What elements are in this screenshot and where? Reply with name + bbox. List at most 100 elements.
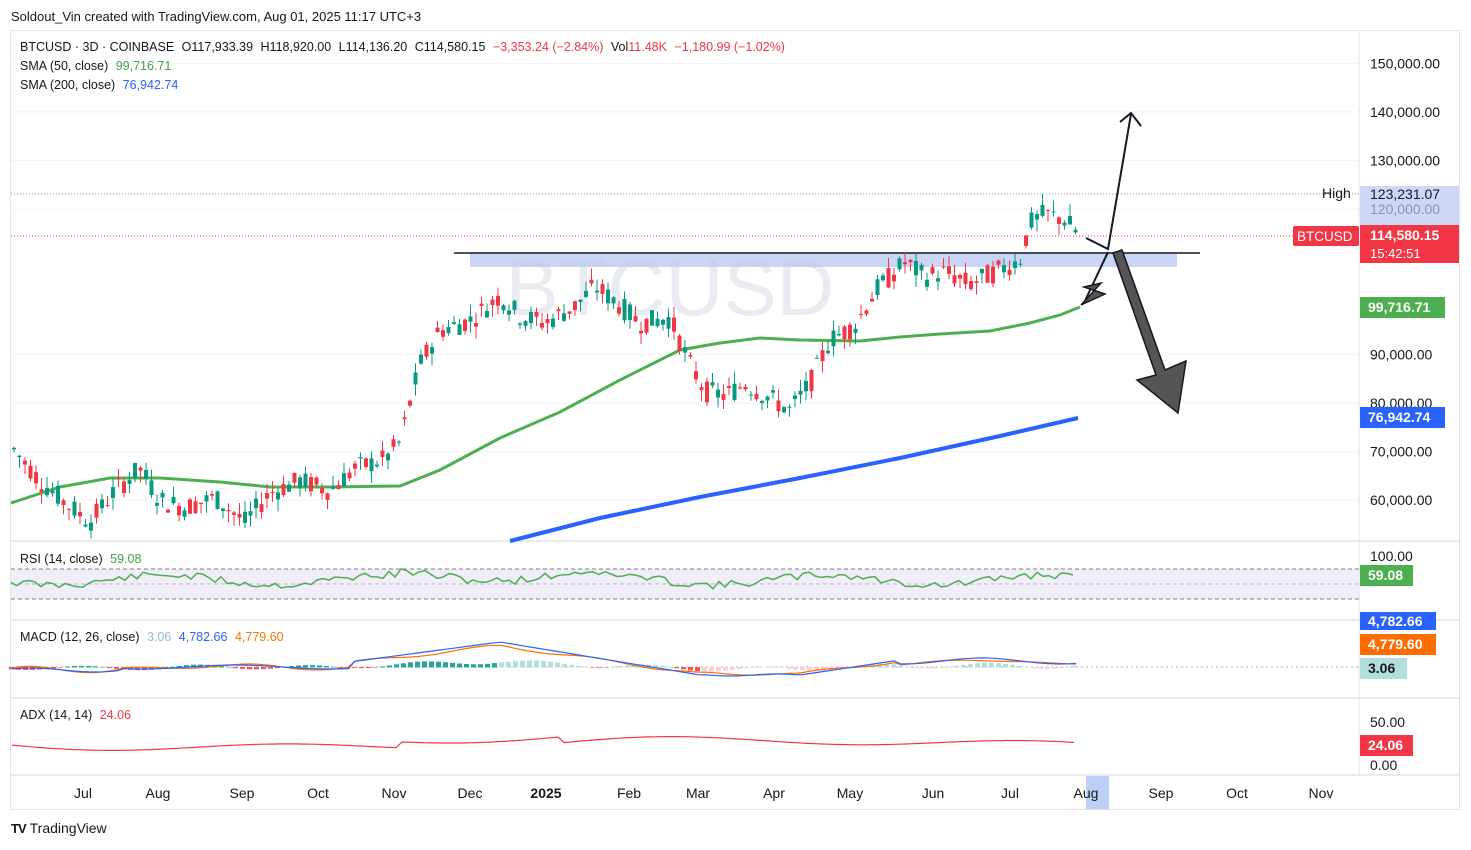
candle-body <box>39 489 44 492</box>
sma200-legend[interactable]: SMA (200, close) 76,942.74 <box>20 78 178 92</box>
candle-body <box>963 272 968 285</box>
macd-hist-bar <box>723 667 728 671</box>
candle-body <box>562 313 566 321</box>
macd-hist-bar <box>653 665 658 668</box>
macd-hist-bar <box>366 667 371 669</box>
time-tick-label: Apr <box>763 785 785 801</box>
candle-body <box>534 312 539 317</box>
candle-body <box>221 508 225 512</box>
candle-body <box>1024 235 1028 246</box>
macd-hist-bar <box>429 661 434 668</box>
macd-hist-bar <box>114 667 119 669</box>
time-tick-label: Dec <box>458 785 483 801</box>
macd-hist-bar <box>86 665 91 668</box>
candle-body <box>430 347 434 354</box>
candle-body <box>947 266 951 274</box>
candle-body <box>694 371 698 380</box>
time-axis-cursor <box>1086 776 1109 809</box>
large-bearish-arrow <box>1112 249 1187 415</box>
macd-hist-bar <box>275 667 280 669</box>
candle-body <box>584 290 588 297</box>
candle-body <box>738 387 742 389</box>
candle-body <box>380 450 385 458</box>
candlesticks <box>12 193 1078 539</box>
candle-body <box>699 387 704 391</box>
candle-body <box>397 441 401 443</box>
macd-hist-bar <box>989 662 994 668</box>
macd-hist-bar <box>611 666 616 668</box>
candle-body <box>171 496 176 504</box>
macd-hist-bar <box>940 667 945 669</box>
signal-tag: 4,779.60 <box>1368 636 1423 652</box>
candle-body <box>270 491 275 494</box>
candle-body <box>254 498 258 509</box>
candle-body <box>567 311 572 314</box>
macd-hist-bar <box>730 667 735 670</box>
macd-hist-bar <box>576 665 581 668</box>
support-zone <box>470 253 1177 267</box>
macd-hist-bar <box>898 665 903 668</box>
candle-body <box>853 328 858 333</box>
macd-hist-bar <box>968 663 973 668</box>
candle-body <box>452 322 456 324</box>
candle-body <box>204 495 209 502</box>
price-tick-label: 150,000.00 <box>1370 55 1440 71</box>
time-tick-label: 2025 <box>530 785 561 801</box>
candle-body <box>518 323 522 325</box>
candle-body <box>34 472 38 484</box>
symbol-header[interactable]: BTCUSD · 3D · COINBASE O117,933.39 H118,… <box>20 40 785 54</box>
rsi-legend[interactable]: RSI (14, close) 59.08 <box>20 552 141 566</box>
tradingview-brand: TradingView <box>29 820 107 836</box>
adx-value: 24.06 <box>99 708 132 722</box>
candle-body <box>144 469 148 480</box>
candle-body <box>892 274 896 282</box>
macd-hist-bar <box>51 667 56 669</box>
candle-body <box>199 502 203 505</box>
candle-body <box>837 333 841 336</box>
adx-legend[interactable]: ADX (14, 14) 24.06 <box>20 708 131 722</box>
macd-hist-bar <box>961 664 966 668</box>
ohlc-low: L114,136.20 <box>338 40 408 54</box>
time-tick-label: May <box>837 785 863 801</box>
candle-body <box>1002 265 1006 273</box>
macd-hist-bar <box>590 667 595 668</box>
macd-hist-bar <box>408 662 413 668</box>
macd-hist-bar <box>317 665 322 668</box>
sma50-legend[interactable]: SMA (50, close) 99,716.71 <box>20 59 171 73</box>
macd-hist-bar <box>359 667 364 669</box>
countdown-timer: 15:42:51 <box>1370 246 1421 261</box>
tradingview-footer[interactable]: TV TradingView <box>11 820 107 836</box>
time-tick-label: Aug <box>146 785 171 801</box>
price-tick-label: 70,000.00 <box>1370 444 1432 460</box>
candle-body <box>336 485 341 490</box>
macd-hist-bar <box>170 666 175 668</box>
time-tick-label: Feb <box>617 785 641 801</box>
price-change: −3,353.24 (−2.84%) <box>492 40 604 54</box>
short-bearish-arrow <box>1083 251 1109 304</box>
candle-body <box>1051 211 1056 213</box>
candle-body <box>1062 222 1067 226</box>
candle-body <box>435 327 440 333</box>
candle-body <box>424 344 429 357</box>
candle-body <box>287 484 291 492</box>
symbol-title[interactable]: BTCUSD · 3D · COINBASE <box>20 40 175 54</box>
macd-hist-bar <box>737 667 742 669</box>
candle-body <box>842 326 847 339</box>
macd-hist-bar <box>338 667 343 669</box>
macd-hist-bar <box>93 666 98 668</box>
macd-hist-bar <box>891 664 896 668</box>
candle-body <box>688 354 693 357</box>
macd-label: MACD (12, 26, close) <box>20 630 140 644</box>
macd-hist-bar <box>1024 666 1029 668</box>
macd-hist-bar <box>310 665 315 668</box>
macd-legend[interactable]: MACD (12, 26, close) 3.06 4,782.66 4,779… <box>20 630 284 644</box>
sma50-value: 99,716.71 <box>115 59 172 73</box>
macd-hist-bar <box>555 662 560 668</box>
candle-body <box>116 478 121 480</box>
macd-hist-bar <box>667 666 672 668</box>
macd-hist-bar <box>534 660 539 668</box>
candle-body <box>149 480 154 495</box>
macd-hist-bar <box>982 662 987 668</box>
time-tick-label: Aug <box>1074 785 1099 801</box>
